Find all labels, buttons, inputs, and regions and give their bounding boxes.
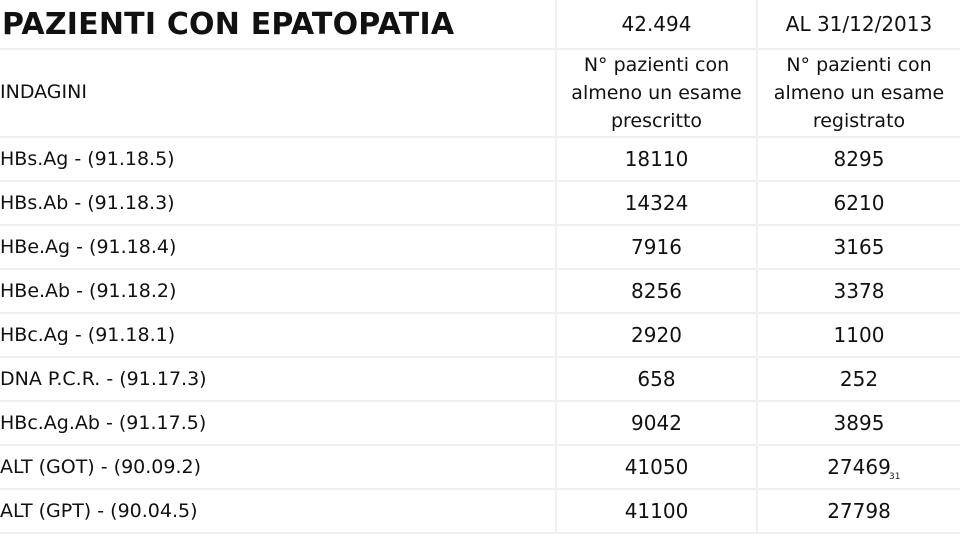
prescribed-count: 41100 (555, 489, 758, 534)
test-name: HBe.Ag - (91.18.4) (0, 225, 556, 270)
date-label: AL 31/12/2013 (757, 0, 960, 50)
total-patients: 42.494 (555, 0, 758, 50)
test-name: ALT (GPT) - (90.04.5) (0, 489, 556, 534)
registered-count: 3165 (757, 225, 960, 270)
prescribed-count: 2920 (555, 313, 758, 358)
table-row: HBs.Ag - (91.18.5) 18110 8295 (0, 137, 960, 182)
prescribed-count: 9042 (555, 401, 758, 446)
table-row: ALT (GPT) - (90.04.5) 41100 27798 (0, 489, 960, 534)
registered-count: 3895 (757, 401, 960, 446)
test-name: HBs.Ag - (91.18.5) (0, 137, 556, 182)
prescribed-count: 14324 (555, 181, 758, 226)
test-name: HBc.Ag - (91.18.1) (0, 313, 556, 358)
registered-count: 3378 (757, 269, 960, 314)
test-name: HBc.Ag.Ab - (91.17.5) (0, 401, 556, 446)
page-title: PAZIENTI CON EPATOPATIA (0, 0, 556, 50)
table-row: HBc.Ag - (91.18.1) 2920 1100 (0, 313, 960, 358)
prescribed-header: N° pazienti con almeno un esame prescrit… (555, 49, 758, 138)
registered-count: 1100 (757, 313, 960, 358)
header-row: INDAGINI N° pazienti con almeno un esame… (0, 49, 960, 138)
test-name: ALT (GOT) - (90.09.2) (0, 445, 556, 490)
prescribed-count: 7916 (555, 225, 758, 270)
test-name: DNA P.C.R. - (91.17.3) (0, 357, 556, 402)
title-row: PAZIENTI CON EPATOPATIA 42.494 AL 31/12/… (0, 0, 960, 50)
prescribed-count: 18110 (555, 137, 758, 182)
table-row: HBe.Ag - (91.18.4) 7916 3165 (0, 225, 960, 270)
test-name: HBs.Ab - (91.18.3) (0, 181, 556, 226)
table-row: DNA P.C.R. - (91.17.3) 658 252 (0, 357, 960, 402)
page-number: 31 (889, 472, 901, 482)
registered-count: 6210 (757, 181, 960, 226)
table-row: HBe.Ab - (91.18.2) 8256 3378 (0, 269, 960, 314)
table-row: HBs.Ab - (91.18.3) 14324 6210 (0, 181, 960, 226)
table-row: ALT (GOT) - (90.09.2) 41050 27469 (0, 445, 960, 490)
table-row: HBc.Ag.Ab - (91.17.5) 9042 3895 (0, 401, 960, 446)
prescribed-count: 8256 (555, 269, 758, 314)
prescribed-count: 658 (555, 357, 758, 402)
indagini-header: INDAGINI (0, 49, 556, 138)
test-name: HBe.Ab - (91.18.2) (0, 269, 556, 314)
registered-count: 252 (757, 357, 960, 402)
registered-count: 8295 (757, 137, 960, 182)
registered-header: N° pazienti con almeno un esame registra… (757, 49, 960, 138)
registered-count: 27798 (757, 489, 960, 534)
registered-count: 27469 (757, 445, 960, 490)
prescribed-count: 41050 (555, 445, 758, 490)
